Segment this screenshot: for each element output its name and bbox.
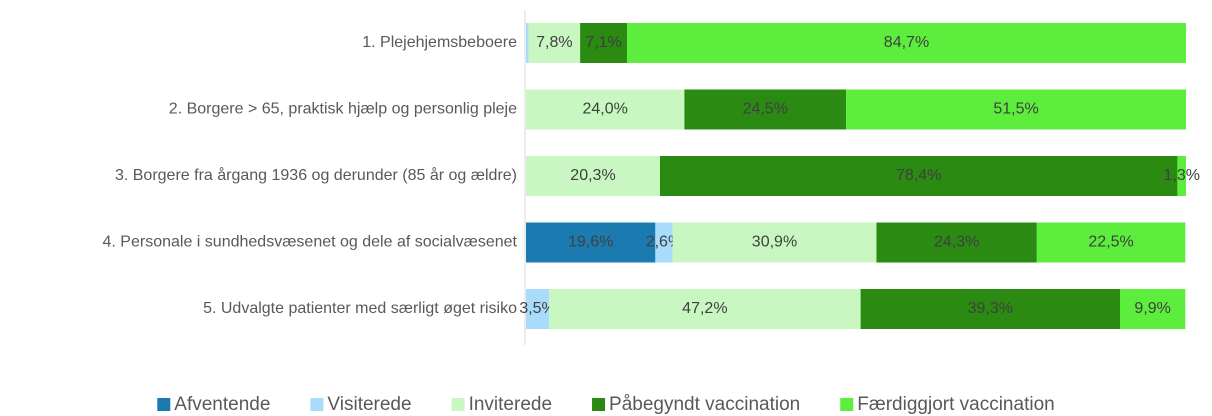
value-label: 22,5%	[1088, 234, 1133, 251]
bar-segment	[876, 222, 1037, 263]
bar-segment	[526, 222, 656, 263]
legend-label: Visiterede	[327, 394, 411, 415]
bar-segment	[549, 289, 861, 329]
legend-swatch	[592, 398, 606, 411]
value-label: 24,3%	[934, 234, 979, 251]
bar-segment	[626, 23, 1186, 63]
value-label: 7,1%	[585, 34, 621, 51]
legend-label: Påbegyndt vaccination	[609, 394, 800, 415]
legend-label: Inviterede	[469, 394, 552, 415]
category-label: 3. Borgere fra årgang 1936 og derunder (…	[115, 166, 517, 184]
value-label: 51,5%	[993, 101, 1038, 118]
bar-segment	[528, 23, 581, 63]
bar-segment	[526, 156, 660, 196]
value-label: 7,8%	[536, 34, 572, 51]
bar-segment	[860, 289, 1120, 329]
value-label: 19,6%	[568, 234, 613, 251]
category-label: 5. Udvalgte patienter med særligt øget r…	[203, 300, 517, 317]
bar-segment	[526, 23, 529, 63]
value-label: 78,4%	[896, 167, 941, 184]
value-label: 30,9%	[752, 234, 797, 251]
bar-segment	[1177, 156, 1186, 196]
value-label: 1,3%	[1163, 167, 1199, 184]
bar-segment	[655, 222, 673, 263]
legend-swatch	[310, 398, 324, 411]
legend-label: Færdiggjort vaccination	[857, 394, 1054, 415]
bar-segment	[580, 23, 627, 63]
value-label: 24,5%	[743, 101, 788, 118]
bar-segment	[1120, 289, 1186, 329]
value-label: 39,3%	[968, 300, 1013, 317]
value-label: 47,2%	[682, 300, 727, 317]
category-label: 2. Borgere > 65, praktisk hjælp og perso…	[169, 101, 517, 118]
category-label: 4. Personale i sundhedsvæsenet og dele a…	[103, 234, 518, 251]
bar-segment	[672, 222, 877, 263]
legend-swatch	[840, 398, 854, 411]
value-label: 9,9%	[1134, 300, 1170, 317]
bar-segment	[1036, 222, 1186, 263]
value-label: 24,0%	[583, 101, 628, 118]
bar-segment	[526, 289, 550, 329]
value-label: 3,5%	[519, 300, 555, 317]
bar-segment	[684, 89, 847, 130]
bar-segment	[846, 89, 1186, 130]
legend-swatch	[157, 398, 171, 411]
category-label: 1. Plejehjemsbeboere	[362, 34, 517, 51]
legend-swatch	[451, 398, 465, 411]
value-label: 84,7%	[884, 34, 929, 51]
legend-label: Afventende	[174, 394, 270, 415]
bar-segment	[659, 156, 1178, 196]
value-label: 20,3%	[570, 167, 615, 184]
bar-segment	[526, 89, 685, 130]
